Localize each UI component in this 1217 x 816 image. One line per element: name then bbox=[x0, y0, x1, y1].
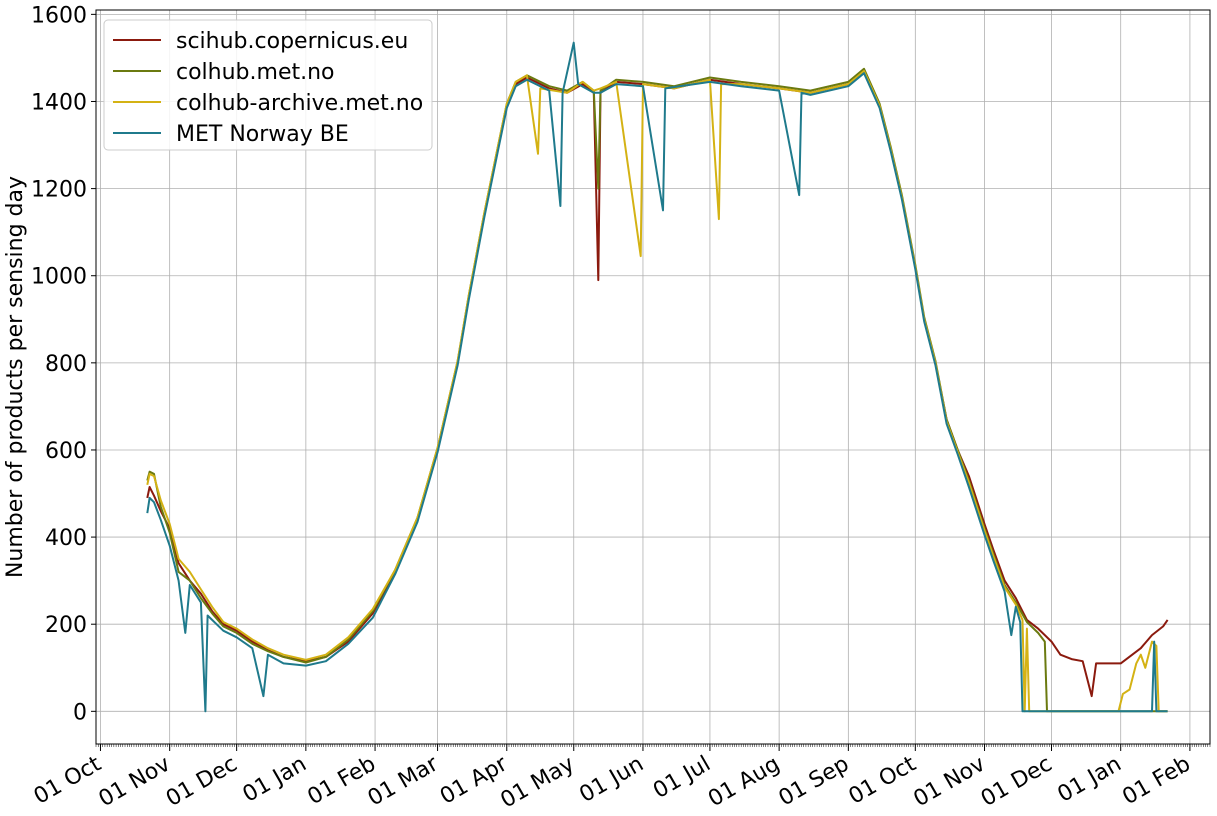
y-axis-ticks: 0 200 400 600 800 1000 1200 1400 1600 bbox=[31, 3, 96, 725]
y-tick-label: 1400 bbox=[31, 90, 87, 115]
y-tick-label: 1200 bbox=[31, 178, 87, 203]
y-tick-label: 0 bbox=[73, 700, 87, 725]
legend-label-4: MET Norway BE bbox=[176, 122, 349, 147]
series-line-4 bbox=[146, 41, 1168, 713]
y-tick-label: 1000 bbox=[31, 265, 87, 290]
plot-area-frame bbox=[95, 9, 1211, 745]
legend-box bbox=[103, 19, 433, 151]
y-tick-label: 600 bbox=[45, 439, 87, 464]
legend-label-3: colhub-archive.met.no bbox=[176, 91, 423, 116]
y-tick-label: 800 bbox=[45, 352, 87, 377]
y-tick-label: 400 bbox=[45, 526, 87, 551]
y-tick-label: 1600 bbox=[31, 3, 87, 28]
series-lines bbox=[146, 41, 1169, 713]
legend: scihub.copernicus.eu colhub.met.no colhub-… bbox=[103, 19, 433, 151]
y-tick-label: 200 bbox=[45, 613, 87, 638]
legend-label-2: colhub.met.no bbox=[176, 60, 335, 85]
y-axis-title: Number of products per sensing day bbox=[3, 176, 28, 578]
legend-label-1: scihub.copernicus.eu bbox=[176, 29, 408, 54]
